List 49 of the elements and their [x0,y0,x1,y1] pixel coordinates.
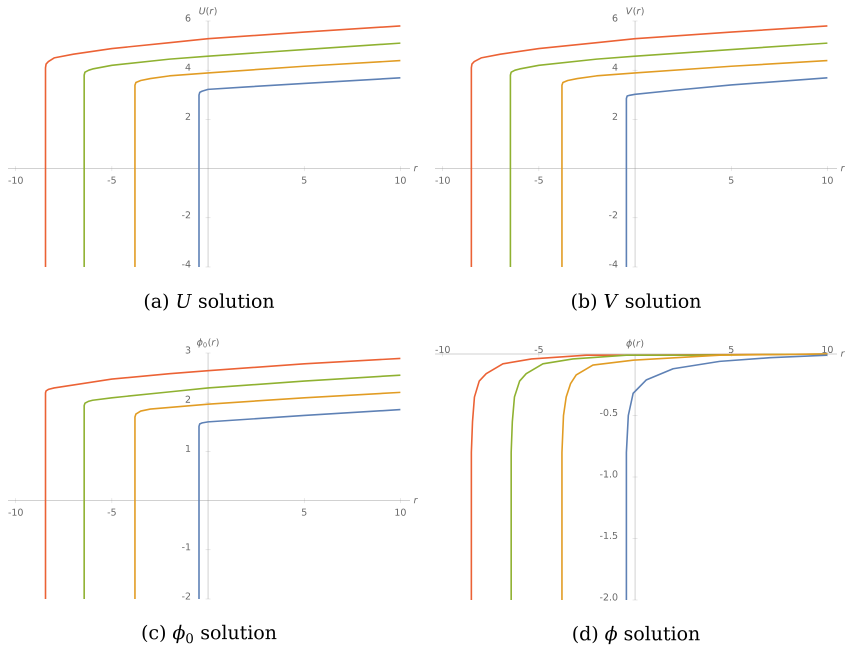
x-tick-label: -10 [8,508,23,516]
x-tick-label: 10 [395,176,406,184]
x-tick-label: 10 [822,346,833,353]
y-tick-label: 6 [612,14,618,22]
x-axis-title: r [414,498,418,504]
y-tick-label: 6 [186,14,190,22]
y-tick-label: 2 [186,396,190,403]
x-tick-label: -5 [534,346,543,353]
y-tick-label: -4 [182,260,190,268]
x-axis-title: r [414,166,418,172]
x-tick-label: 5 [302,508,306,516]
y-tick-label: 4 [612,64,618,71]
y-tick-label: -1.0 [600,470,618,478]
x-tick-label: -5 [108,508,116,516]
y-axis-title: U(r) [199,7,217,16]
x-tick-label: -10 [8,176,23,184]
text: (d) ϕ solution [573,626,700,644]
y-tick-label: 1 [186,444,190,452]
y-tick-label: -2 [182,592,190,600]
x-tick-label: -10 [435,346,450,353]
x-tick-label: -10 [435,176,450,184]
y-axis-title: V(r) [626,7,644,16]
y-tick-label: 4 [185,64,190,71]
x-tick-label: 10 [395,508,406,516]
y-tick-label: -1.5 [600,532,618,540]
x-axis-title: r [840,166,845,172]
y-axis-title: ϕ(r) [626,339,644,348]
y-tick-label: 2 [186,112,190,120]
y-axis-title: ϕ$_{0}$(r) [197,338,219,348]
y-tick-label: -0.5 [600,408,618,416]
x-tick-label: 10 [822,176,833,184]
x-tick-label: -5 [108,176,116,184]
y-tick-label: -4 [609,260,618,268]
x-tick-label: 5 [302,176,306,184]
text: (b) V solution [572,293,701,311]
y-tick-label: -1 [182,543,190,550]
y-tick-label: 2 [612,112,618,120]
y-tick-label: -2 [609,211,618,218]
x-tick-label: -5 [534,176,543,184]
y-tick-label: 3 [186,346,190,354]
line-series [626,354,828,601]
x-tick-label: 5 [728,346,734,353]
y-tick-label: -2 [182,211,190,218]
text: (c) ϕ$_{0}$ solution [142,624,276,644]
line-series [561,353,828,601]
x-tick-label: 5 [728,176,734,184]
x-axis-title: r [840,351,845,357]
y-tick-label: -2.0 [600,593,618,601]
text: (a) U solution [144,293,274,311]
